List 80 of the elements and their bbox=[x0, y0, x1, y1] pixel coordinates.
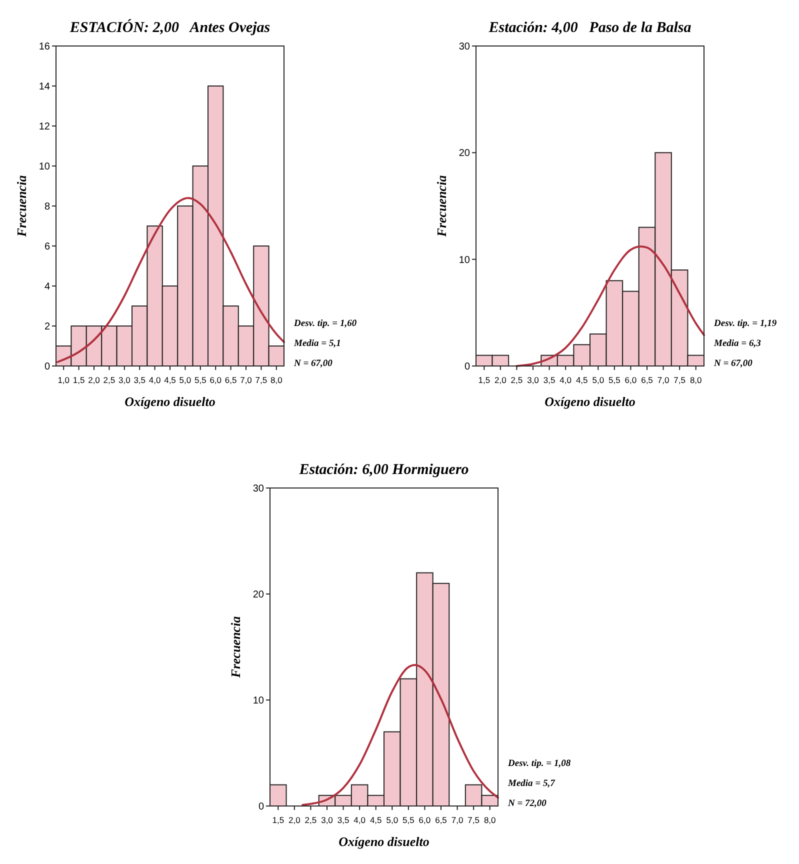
text: Desv. tip. = 1,60 bbox=[293, 319, 357, 329]
x-tick-label: 8,0 bbox=[270, 375, 283, 385]
chart-title: Estación: 6,00 Hormiguero bbox=[298, 462, 469, 478]
y-axis-title: Frecuencia bbox=[228, 616, 243, 679]
x-tick-label: 6,5 bbox=[224, 375, 237, 385]
x-tick-label: 7,5 bbox=[674, 375, 686, 385]
y-tick-label: 6 bbox=[44, 242, 50, 252]
text: Media = 6,3 bbox=[713, 339, 762, 349]
y-tick-label: 2 bbox=[44, 322, 50, 332]
text: Desv. tip. = 1,19 bbox=[713, 319, 777, 329]
x-tick-label: 3,0 bbox=[527, 375, 540, 385]
x-tick-label: 2,0 bbox=[88, 375, 100, 385]
line-series bbox=[302, 664, 499, 806]
x-tick-label: 5,5 bbox=[608, 375, 621, 385]
y-tick-label: 20 bbox=[252, 590, 264, 600]
x-tick-label: 1,5 bbox=[72, 375, 85, 385]
x-tick-label: 3,0 bbox=[321, 815, 334, 825]
x-tick-label: 6,0 bbox=[210, 375, 222, 385]
x-axis-title: Oxígeno disuelto bbox=[338, 834, 430, 849]
x-axis-title: Oxígeno disuelto bbox=[544, 394, 636, 409]
x-tick-label: 5,0 bbox=[179, 375, 192, 385]
text: N = 67,00 bbox=[293, 359, 333, 369]
x-tick-label: 4,5 bbox=[370, 815, 382, 825]
x-tick-label: 2,0 bbox=[494, 375, 507, 385]
x-tick-label: 7,0 bbox=[657, 375, 670, 385]
x-tick-label: 2,5 bbox=[103, 375, 116, 385]
y-axis-title: Frecuencia bbox=[14, 174, 29, 238]
y-tick-label: 0 bbox=[44, 362, 50, 372]
y-tick-label: 10 bbox=[458, 254, 470, 266]
x-tick-label: 1,5 bbox=[478, 375, 490, 385]
x-tick-label: 2,0 bbox=[288, 815, 301, 825]
x-tick-label: 6,0 bbox=[624, 375, 637, 385]
text: Media = 5,1 bbox=[293, 339, 341, 349]
x-tick-label: 3,0 bbox=[118, 375, 131, 385]
x-tick-label: 3,5 bbox=[543, 375, 556, 385]
text: N = 72,00 bbox=[507, 799, 547, 809]
x-tick-label: 5,5 bbox=[402, 815, 415, 825]
x-tick-label: 6,5 bbox=[435, 815, 448, 825]
x-tick-label: 7,0 bbox=[451, 815, 464, 825]
y-tick-label: 0 bbox=[464, 362, 470, 372]
x-tick-label: 6,5 bbox=[641, 375, 654, 385]
y-tick-label: 8 bbox=[44, 202, 50, 212]
x-tick-label: 7,5 bbox=[255, 375, 268, 385]
y-tick-label: 30 bbox=[252, 484, 264, 494]
x-tick-label: 7,5 bbox=[468, 815, 480, 825]
x-tick-label: 2,5 bbox=[510, 375, 523, 385]
x-tick-label: 8,0 bbox=[690, 375, 702, 385]
y-tick-label: 4 bbox=[44, 282, 50, 292]
y-tick-label: 12 bbox=[38, 122, 50, 132]
x-tick-label: 6,0 bbox=[418, 815, 431, 825]
chart-title: ESTACIÓN: 2,00 Antes Ovejas bbox=[68, 19, 270, 36]
y-tick-label: 30 bbox=[458, 42, 470, 52]
text: Media = 5,7 bbox=[507, 779, 556, 789]
y-tick-label: 16 bbox=[38, 42, 50, 52]
y-axis-title: Frecuencia bbox=[434, 174, 449, 238]
y-tick-label: 0 bbox=[258, 802, 264, 812]
x-tick-label: 5,5 bbox=[194, 375, 207, 385]
x-tick-label: 8,0 bbox=[484, 815, 496, 825]
x-tick-label: 4,0 bbox=[354, 815, 366, 825]
text: N = 67,00 bbox=[713, 359, 753, 369]
x-tick-label: 4,5 bbox=[576, 375, 588, 385]
y-tick-label: 20 bbox=[458, 148, 470, 160]
chart-title: Estación: 4,00 Paso de la Balsa bbox=[488, 20, 692, 36]
x-tick-label: 1,5 bbox=[272, 815, 284, 825]
y-tick-label: 10 bbox=[252, 696, 264, 706]
y-tick-label: 14 bbox=[38, 82, 50, 92]
x-tick-label: 3,5 bbox=[134, 375, 146, 385]
x-tick-label: 4,5 bbox=[164, 375, 176, 385]
x-tick-label: 1,0 bbox=[58, 375, 70, 385]
text: Desv. tip. = 1,08 bbox=[507, 759, 571, 769]
x-tick-label: 5,0 bbox=[592, 375, 604, 385]
x-tick-label: 3,5 bbox=[337, 815, 350, 825]
x-tick-label: 5,0 bbox=[386, 815, 398, 825]
line-series bbox=[516, 246, 705, 367]
x-tick-label: 4,0 bbox=[560, 375, 572, 385]
x-tick-label: 7,0 bbox=[240, 375, 252, 385]
x-tick-label: 2,5 bbox=[304, 815, 317, 825]
x-axis-title: Oxígeno disuelto bbox=[124, 394, 216, 409]
x-tick-label: 4,0 bbox=[148, 375, 161, 385]
y-tick-label: 10 bbox=[38, 162, 50, 172]
